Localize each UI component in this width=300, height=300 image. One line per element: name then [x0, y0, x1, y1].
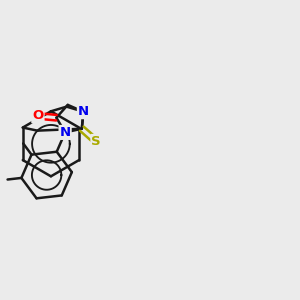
Text: S: S — [92, 135, 101, 148]
Text: N: N — [59, 126, 71, 139]
Text: O: O — [32, 110, 44, 122]
Text: N: N — [78, 105, 89, 118]
